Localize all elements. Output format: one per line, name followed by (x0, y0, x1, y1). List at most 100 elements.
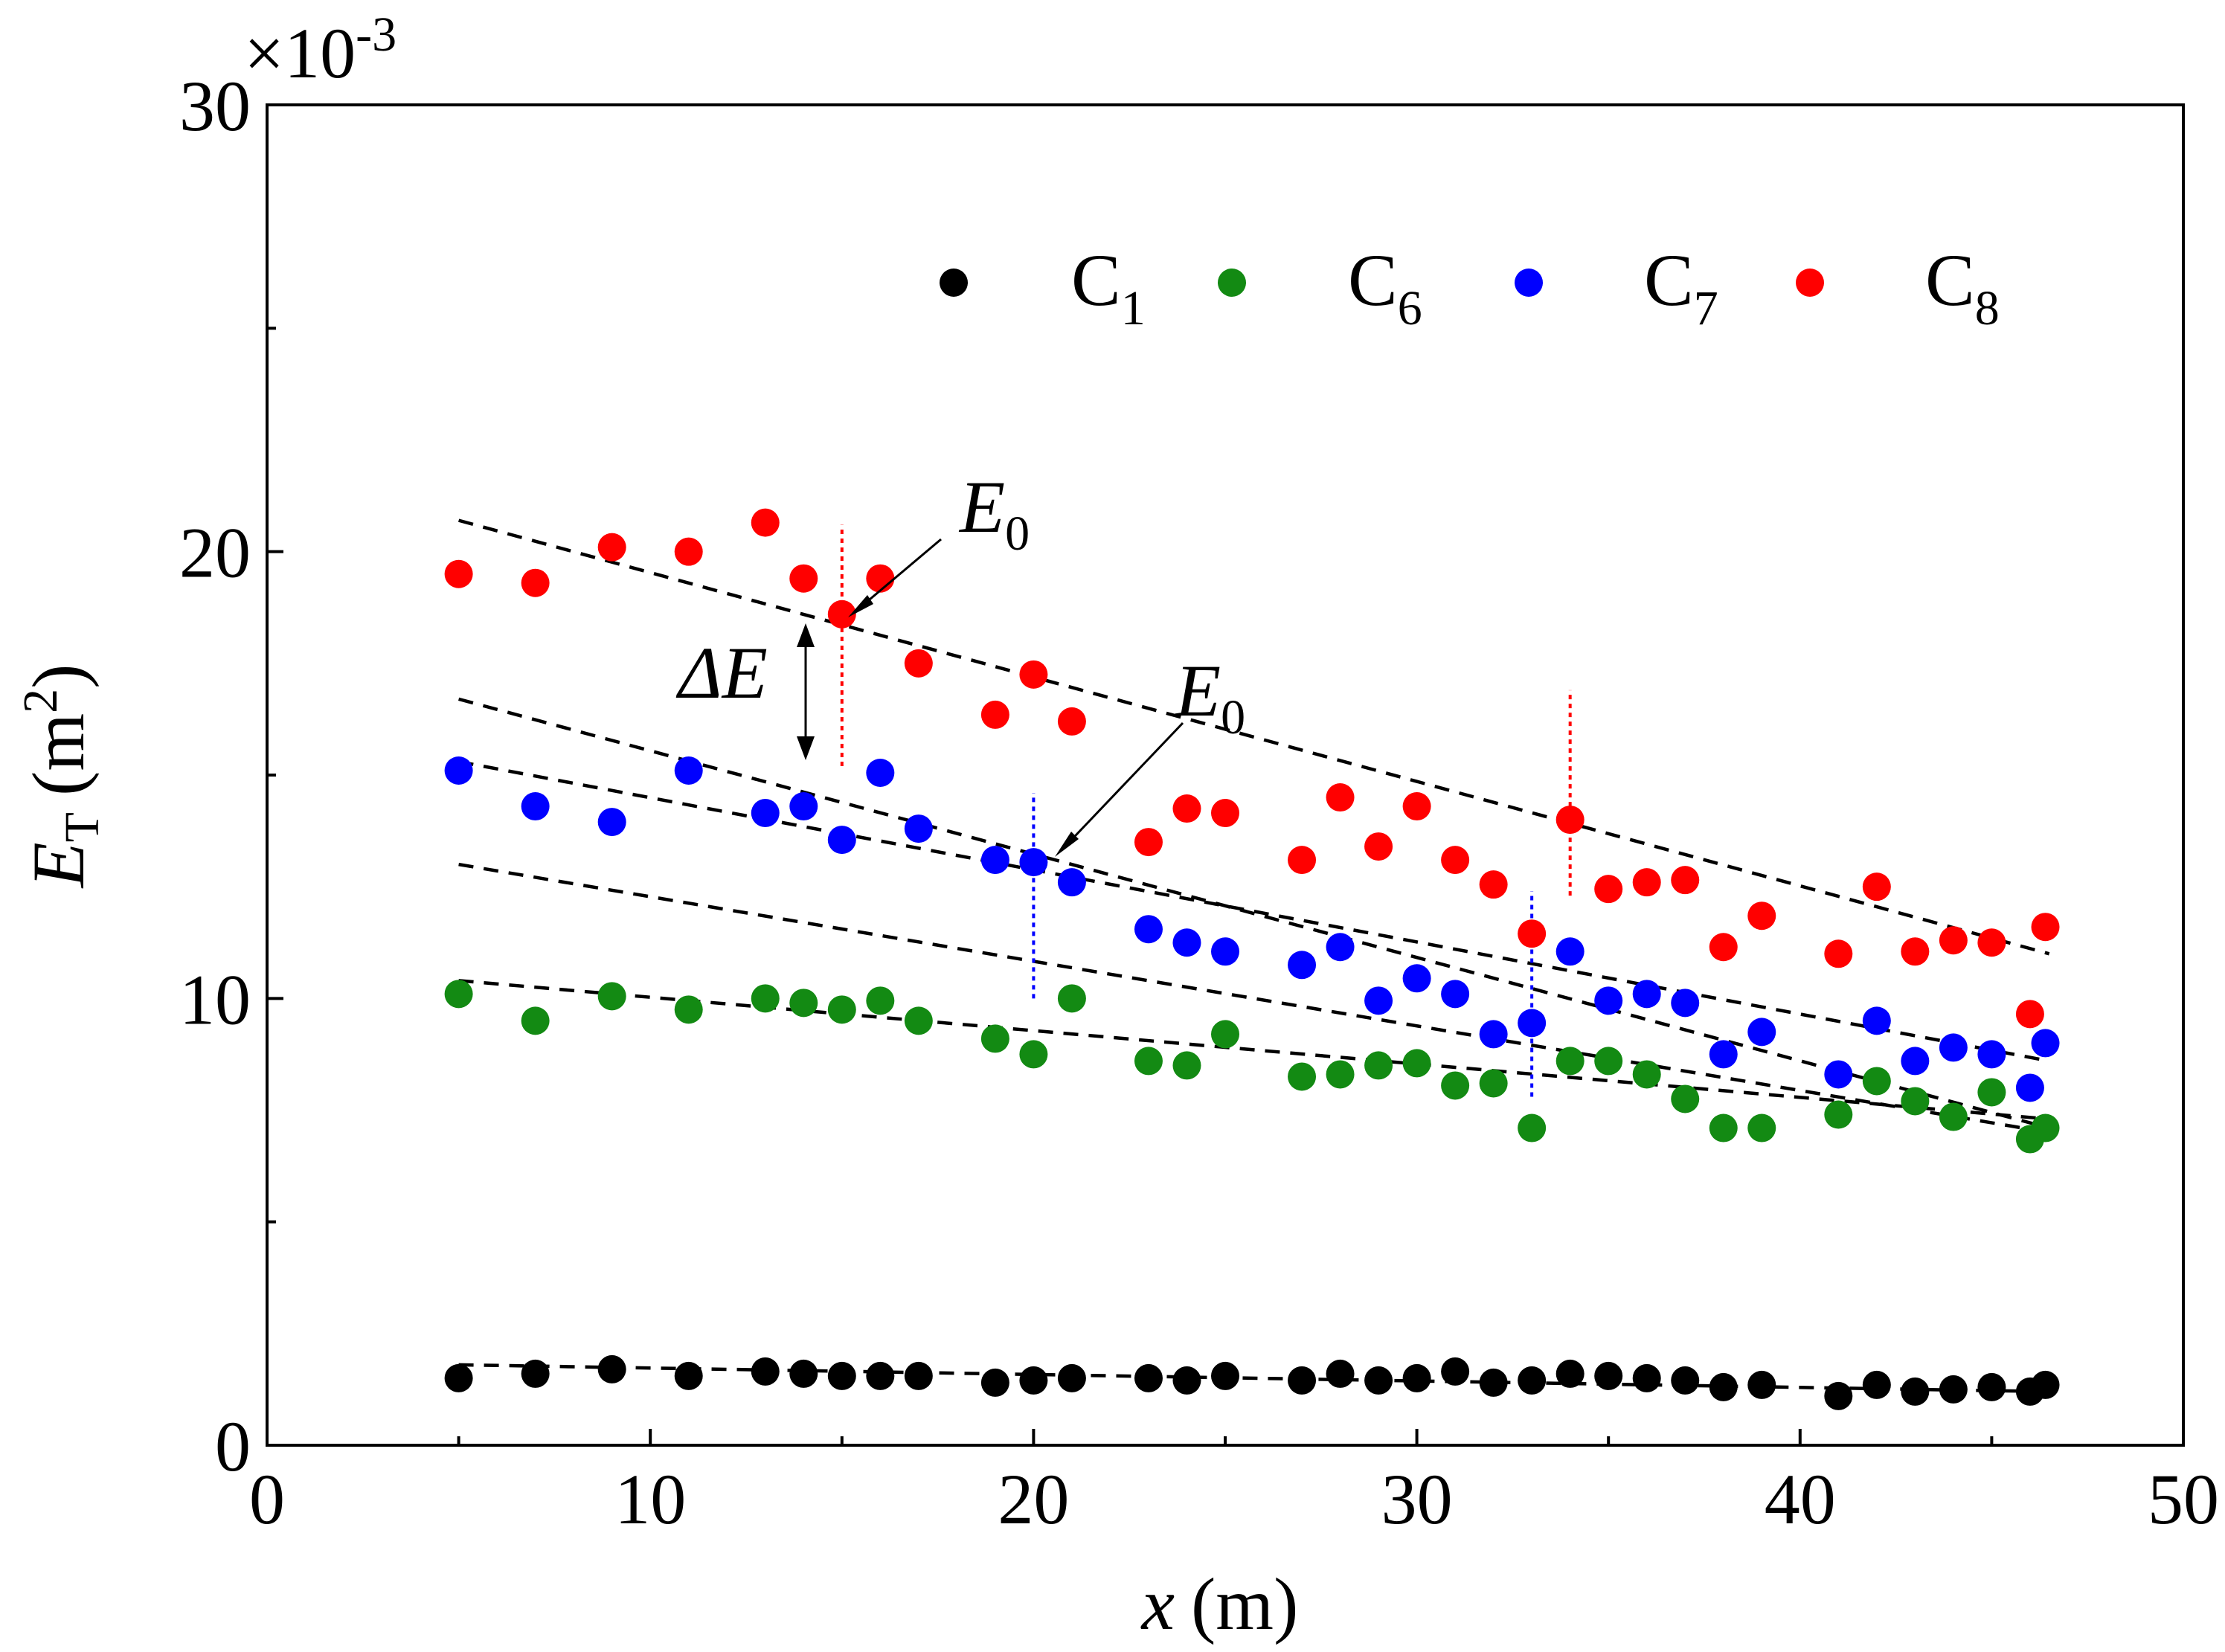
point-c6-33 (1977, 1078, 2006, 1107)
legend-marker-c7 (1515, 269, 1543, 297)
point-c7-30 (1862, 1006, 1891, 1035)
point-c8-7 (827, 600, 856, 629)
point-c6-14 (1172, 1051, 1201, 1080)
trendlines (458, 518, 2050, 1394)
point-c1-2 (521, 1359, 550, 1388)
annotation-e0-blue: E0 (1055, 649, 1245, 857)
point-c7-6 (789, 792, 818, 821)
point-c1-5 (751, 1357, 780, 1386)
annotation-e0-label: E0 (1174, 649, 1245, 745)
point-c1-20 (1441, 1357, 1470, 1386)
point-c1-30 (1862, 1370, 1891, 1399)
arrow-head (797, 736, 815, 760)
point-c7-20 (1441, 980, 1470, 1009)
point-c6-19 (1402, 1049, 1431, 1078)
legend-label-c1: C1 (1071, 239, 1146, 335)
point-c7-16 (1288, 951, 1317, 980)
point-c1-26 (1671, 1366, 1700, 1395)
point-c7-8 (866, 758, 895, 787)
point-c8-17 (1326, 783, 1355, 812)
point-c6-13 (1134, 1047, 1163, 1076)
point-c8-8 (866, 564, 895, 593)
arrow-head (1055, 832, 1079, 857)
point-c8-3 (597, 533, 626, 562)
legend-label-c6: C6 (1348, 239, 1422, 335)
point-c6-2 (521, 1006, 550, 1035)
point-c7-2 (521, 792, 550, 821)
data-points (444, 508, 2060, 1410)
point-c1-12 (1057, 1363, 1086, 1392)
point-c8-14 (1172, 794, 1201, 823)
point-c6-24 (1594, 1047, 1623, 1076)
point-c8-9 (904, 649, 933, 678)
point-c1-8 (866, 1361, 895, 1390)
point-c1-17 (1326, 1359, 1355, 1388)
point-c8-1 (444, 559, 473, 588)
point-c8-35 (2031, 913, 2060, 942)
point-c8-21 (1479, 870, 1508, 899)
annotation-delta-e: ΔE (675, 623, 815, 760)
point-c1-25 (1632, 1363, 1661, 1392)
point-c7-12 (1057, 868, 1086, 897)
point-c6-6 (789, 989, 818, 1018)
delta-e-label: ΔE (675, 631, 768, 714)
point-c8-4 (674, 537, 703, 566)
annotation-e0-red: E0 (848, 466, 1030, 617)
point-c6-10 (980, 1024, 1009, 1053)
point-c8-33 (1977, 928, 2006, 957)
point-c6-11 (1019, 1040, 1048, 1069)
x-tick-label: 40 (1765, 1459, 1836, 1539)
point-c1-13 (1134, 1363, 1163, 1392)
point-c7-17 (1326, 933, 1355, 962)
point-c1-9 (904, 1361, 933, 1390)
y-axis-title: ET(m2) (13, 664, 109, 890)
point-c7-5 (751, 799, 780, 828)
point-c7-18 (1364, 986, 1393, 1015)
point-c7-23 (1555, 937, 1585, 966)
point-c7-19 (1402, 964, 1431, 993)
point-c8-16 (1288, 846, 1317, 875)
trendline-4 (458, 862, 2050, 1134)
point-c6-27 (1709, 1113, 1738, 1142)
point-c1-14 (1172, 1366, 1201, 1395)
trendline-2 (458, 697, 2050, 1130)
point-c6-15 (1211, 1020, 1239, 1049)
point-c6-8 (866, 986, 895, 1015)
point-c7-4 (674, 756, 703, 785)
point-c6-25 (1632, 1060, 1661, 1089)
point-c1-24 (1594, 1361, 1623, 1390)
point-c1-23 (1555, 1359, 1585, 1388)
arrow-head (797, 623, 815, 647)
legend-marker-c1 (940, 269, 968, 297)
point-c8-28 (1747, 901, 1776, 931)
point-c6-26 (1671, 1084, 1700, 1113)
trendline-1 (458, 518, 2050, 956)
point-c8-6 (789, 564, 818, 593)
point-c7-3 (597, 808, 626, 837)
point-c7-22 (1518, 1009, 1547, 1038)
point-c1-22 (1518, 1366, 1547, 1395)
point-c8-15 (1211, 799, 1239, 828)
x-tick-label: 20 (998, 1459, 1069, 1539)
point-c7-21 (1479, 1020, 1508, 1049)
point-c6-30 (1862, 1067, 1891, 1096)
point-c7-29 (1824, 1060, 1853, 1089)
point-c6-28 (1747, 1113, 1776, 1142)
x-tick-label: 0 (249, 1459, 285, 1539)
point-c6-17 (1326, 1060, 1355, 1089)
point-c1-4 (674, 1361, 703, 1390)
point-c7-10 (980, 846, 1009, 875)
point-c6-3 (597, 982, 626, 1011)
x-tick-label: 10 (614, 1459, 686, 1539)
legend-marker-c6 (1218, 269, 1246, 297)
point-c6-5 (751, 984, 780, 1013)
point-c7-15 (1211, 937, 1239, 966)
point-c7-35 (2031, 1029, 2060, 1058)
y-tick-label: 0 (215, 1407, 251, 1486)
point-c6-12 (1057, 984, 1086, 1013)
annotation-arrow-line (1061, 721, 1184, 851)
point-c7-1 (444, 756, 473, 785)
point-c1-33 (1977, 1372, 2006, 1401)
